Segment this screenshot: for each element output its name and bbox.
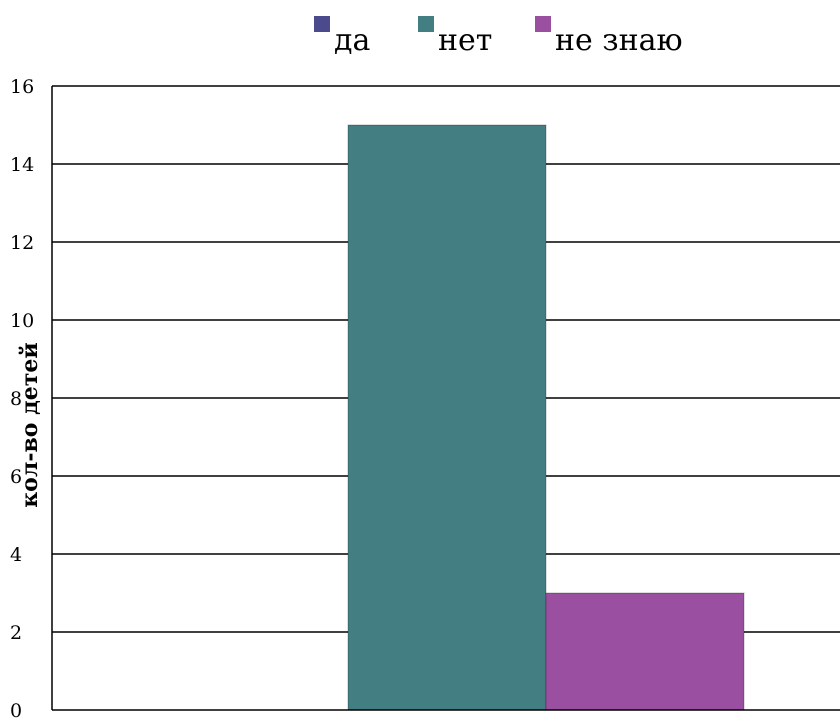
bars xyxy=(347,124,745,711)
y-tick-label: 4 xyxy=(10,544,22,566)
y-tick-label: 0 xyxy=(10,700,22,721)
y-tick-label: 8 xyxy=(10,388,22,410)
axes xyxy=(51,86,840,711)
y-tick-label: 6 xyxy=(10,466,22,488)
bar-2 xyxy=(347,124,547,711)
legend-label: нет xyxy=(438,23,492,58)
legend-label: да xyxy=(334,23,370,58)
legend-label: не знаю xyxy=(555,23,683,58)
y-tick-label: 12 xyxy=(10,232,34,254)
legend-swatch xyxy=(535,16,551,32)
y-tick-labels: 0 2 4 6 8 10 12 14 16 xyxy=(10,76,34,721)
bar-3 xyxy=(545,592,745,711)
legend-swatch xyxy=(314,16,330,32)
legend: да нет не знаю xyxy=(314,16,683,58)
y-tick-label: 16 xyxy=(10,76,34,98)
y-tick-label: 10 xyxy=(10,310,34,332)
legend-swatch xyxy=(418,16,434,32)
y-axis-label: кол-во детей xyxy=(17,342,43,507)
y-tick-label: 2 xyxy=(10,622,22,644)
y-tick-label: 14 xyxy=(10,154,34,176)
